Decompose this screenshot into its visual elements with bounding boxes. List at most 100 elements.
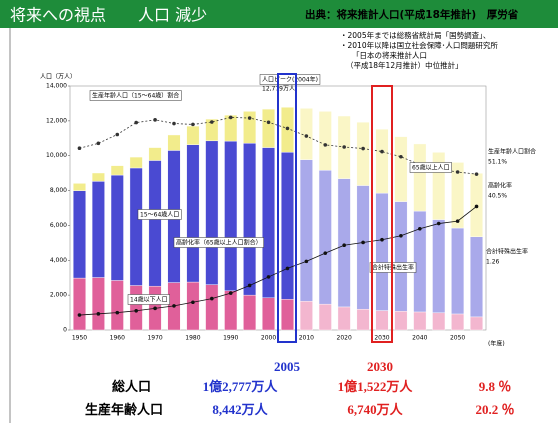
line-marker — [455, 219, 460, 223]
y-tick-label: 2,000 — [50, 292, 67, 299]
bar-segment — [205, 140, 219, 285]
bar-segment — [243, 294, 257, 331]
value-2030: 1億1,522万人 — [338, 379, 414, 394]
row-label: 生産年齢人口 — [85, 402, 163, 417]
line-marker — [134, 308, 138, 313]
y-tick-label: 14,000 — [46, 83, 67, 90]
bar-segment — [318, 111, 332, 171]
bar-segment — [262, 297, 275, 331]
line-marker — [361, 240, 365, 245]
line-marker — [285, 126, 290, 131]
line-marker — [134, 120, 138, 125]
bar-segment — [375, 128, 389, 194]
bar-segment — [299, 108, 313, 160]
annotation-box — [127, 294, 170, 305]
line-marker — [342, 243, 346, 248]
bar-segment — [129, 285, 143, 331]
bar-segment — [148, 160, 162, 287]
note: （平成18年12月推計）中位推計」 — [346, 60, 463, 70]
bar-segment — [299, 159, 313, 302]
bar-segment — [262, 108, 275, 148]
x-tick-label: 2010 — [299, 335, 314, 342]
year-label: 2030 — [367, 359, 393, 374]
bar-segment — [186, 281, 200, 331]
annotation: 14歳以下人口 — [130, 296, 168, 304]
bar-segment — [73, 277, 86, 331]
value-2005: 8,442万人 — [212, 402, 268, 417]
line-marker — [323, 143, 328, 147]
bar-segment — [318, 303, 332, 331]
header-bar — [0, 0, 558, 28]
line-marker — [153, 306, 157, 311]
highlight-2005 — [277, 73, 297, 343]
y-tick-label: 4,000 — [50, 257, 67, 264]
x-tick-label: 1960 — [110, 335, 125, 342]
bar-segment — [299, 301, 313, 331]
bar-segment — [281, 152, 294, 300]
line-marker — [342, 145, 346, 149]
bar-segment — [281, 299, 294, 331]
line-marker — [96, 141, 101, 146]
slide-title: 将来への視点 人口 減少 — [10, 6, 207, 25]
bar-segment — [337, 178, 351, 308]
line-marker — [380, 237, 384, 242]
bar-segment — [110, 165, 124, 176]
line-marker — [285, 266, 290, 271]
bar-segment — [73, 190, 86, 279]
line-marker — [247, 116, 252, 120]
bar-segment — [91, 172, 105, 182]
bar-segment — [73, 183, 86, 191]
bar-segment — [394, 201, 408, 312]
bar-segment — [356, 308, 370, 331]
annotation: 1.26 — [486, 259, 500, 266]
line-series — [79, 117, 477, 175]
bar-segment — [432, 219, 446, 314]
y-tick-label: 0 — [63, 327, 67, 334]
y-tick-label: 8,000 — [50, 187, 67, 194]
note: ・2010年以降は国立社会保障･人口問題研究所 — [340, 40, 498, 50]
bar-segment — [224, 140, 238, 292]
bar-segment — [413, 210, 427, 313]
annotation: 51.1% — [488, 159, 507, 166]
line-marker — [266, 120, 271, 125]
change: 20.2 ％ — [475, 402, 514, 417]
value-2005: 1億2,777万人 — [203, 379, 279, 394]
bar-segment — [186, 144, 200, 283]
bar-segment — [356, 185, 370, 310]
annotation: 高齢化率 — [488, 182, 512, 190]
bar-segment — [224, 114, 238, 142]
line-marker — [210, 296, 214, 301]
annotation-box — [369, 262, 417, 273]
x-tick-label: 2000 — [261, 335, 276, 342]
line-marker — [228, 291, 233, 295]
line-marker — [153, 118, 157, 122]
x-axis-label: (年度) — [488, 340, 505, 348]
annotation: 生産年齢人口（15～64歳）割合 — [92, 92, 179, 100]
bar-segment — [375, 310, 389, 331]
line-marker — [77, 146, 82, 151]
line-marker — [474, 204, 479, 209]
bar-segment — [129, 156, 143, 169]
line-marker — [361, 146, 365, 151]
line-marker — [247, 283, 252, 288]
line-marker — [304, 259, 309, 264]
annotation: 40.5% — [488, 193, 507, 200]
line-marker — [304, 134, 309, 138]
bar-segment — [413, 311, 427, 331]
annotation: 生産年齢人口割合 — [488, 148, 536, 156]
bar-segment — [224, 290, 238, 331]
bar-segment — [110, 280, 124, 331]
bar-segment — [91, 277, 105, 331]
bar-segment — [375, 192, 389, 311]
source: 出典：将来推計人口(平成18年推計) 厚労省 — [305, 8, 519, 21]
x-tick-label: 2040 — [412, 335, 427, 342]
x-tick-label: 1990 — [223, 335, 238, 342]
bar-segment — [205, 118, 219, 142]
line-marker — [172, 304, 176, 308]
bar-segment — [451, 227, 465, 315]
bar-segment — [205, 284, 219, 331]
bar-segment — [432, 312, 446, 331]
value-2030: 6,740万人 — [347, 402, 403, 417]
x-tick-label: 2020 — [337, 335, 352, 342]
bar-segment — [451, 162, 465, 229]
